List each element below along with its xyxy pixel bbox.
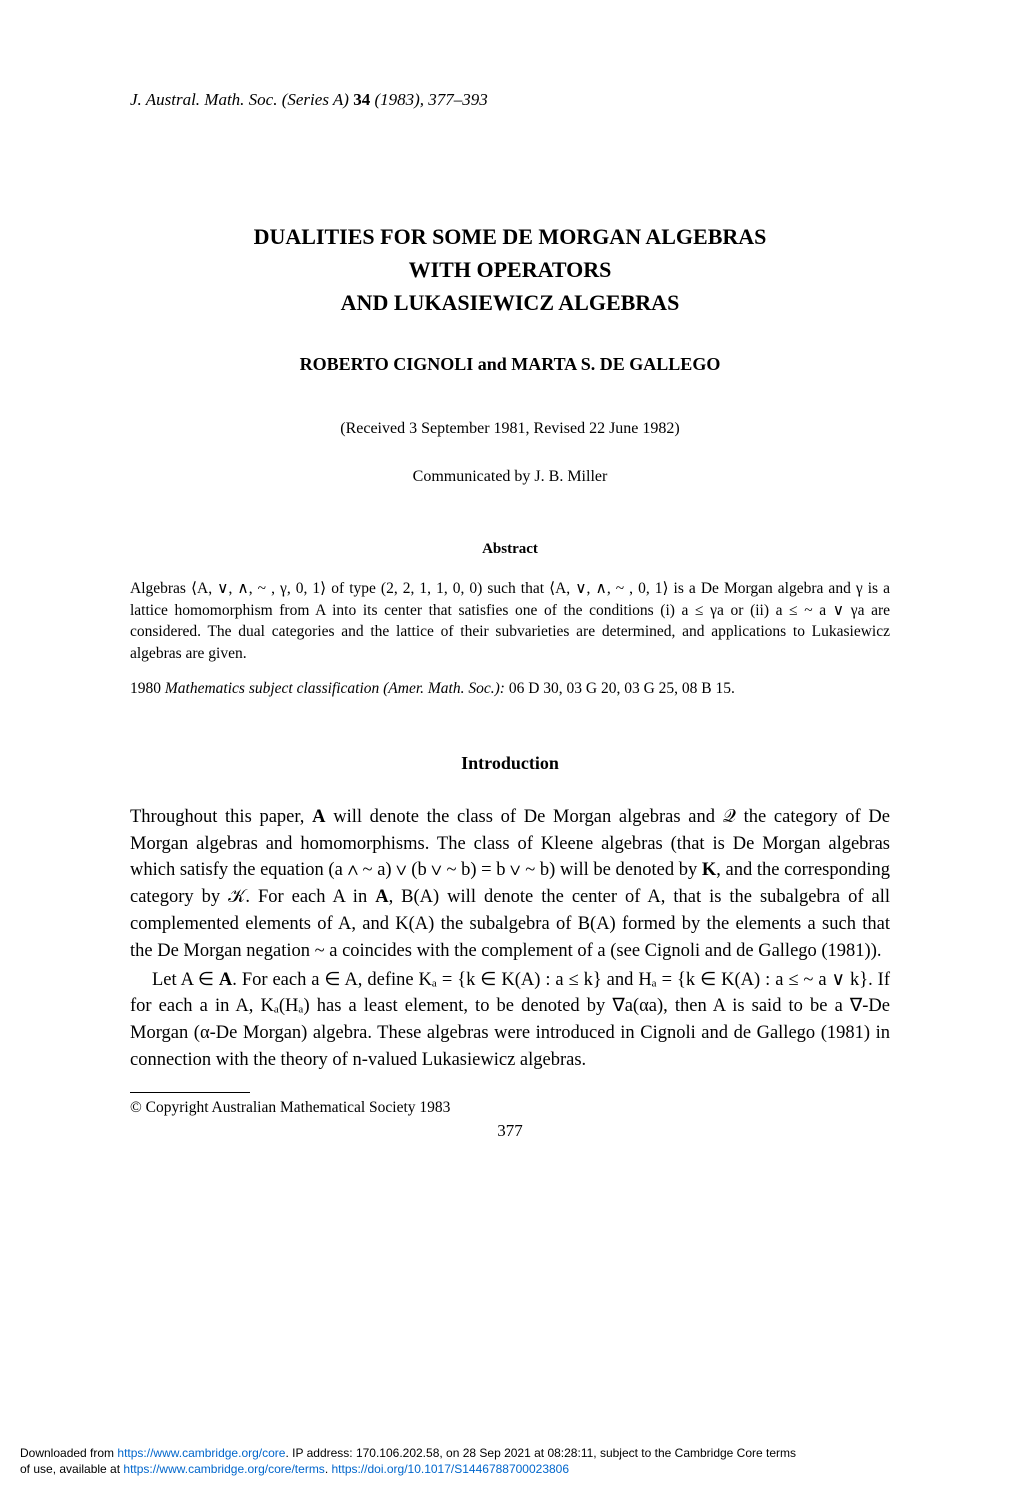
journal-year-pages: (1983), 377–393: [374, 90, 487, 109]
received-date: (Received 3 September 1981, Revised 22 J…: [130, 420, 890, 438]
abstract-heading: Abstract: [130, 541, 890, 558]
page-container: J. Austral. Math. Soc. (Series A) 34 (19…: [0, 0, 1020, 1499]
footer-link-doi[interactable]: https://doi.org/10.1017/S144678870002380…: [331, 1462, 569, 1476]
communicated-by: Communicated by J. B. Miller: [130, 468, 890, 486]
page-number: 377: [130, 1121, 890, 1141]
footer-pre1: Downloaded from: [20, 1446, 117, 1460]
msc-year: 1980: [130, 680, 161, 697]
footnote-rule: [130, 1092, 250, 1093]
journal-volume: 34: [353, 90, 370, 109]
copyright-footnote: © Copyright Australian Mathematical Soci…: [130, 1099, 890, 1117]
footer-link-terms[interactable]: https://www.cambridge.org/core/terms: [123, 1462, 324, 1476]
introduction-heading: Introduction: [130, 753, 890, 774]
msc-label: Mathematics subject classification (Amer…: [165, 680, 505, 697]
msc-classification: 1980 Mathematics subject classification …: [130, 680, 890, 698]
authors: ROBERTO CIGNOLI and MARTA S. DE GALLEGO: [130, 354, 890, 375]
intro-paragraph-2: Let A ∈ A. For each a ∈ A, define Kₐ = {…: [130, 967, 890, 1074]
footer-link-core[interactable]: https://www.cambridge.org/core: [117, 1446, 285, 1460]
journal-name: J. Austral. Math. Soc. (Series A): [130, 90, 349, 109]
journal-reference: J. Austral. Math. Soc. (Series A) 34 (19…: [130, 90, 890, 110]
para1-A: A: [312, 807, 325, 827]
para2-mid: . For each a ∈ A, define Kₐ = {k ∈ K(A) …: [130, 970, 890, 1070]
para2-pre: Let A ∈: [152, 970, 219, 990]
para1-text: Throughout this paper,: [130, 807, 312, 827]
footer-mid1: . IP address: 170.106.202.58, on 28 Sep …: [285, 1446, 796, 1460]
abstract-text: Algebras ⟨A, ∨, ∧, ~ , γ, 0, 1⟩ of type …: [130, 578, 890, 665]
download-footer: Downloaded from https://www.cambridge.or…: [20, 1445, 1000, 1477]
intro-paragraph-1: Throughout this paper, A will denote the…: [130, 804, 890, 965]
paper-title: DUALITIES FOR SOME DE MORGAN ALGEBRAS WI…: [130, 220, 890, 319]
footer-pre2: of use, available at: [20, 1462, 123, 1476]
para1-A2: A: [375, 887, 388, 907]
para1-K: K: [702, 860, 716, 880]
title-line-1: DUALITIES FOR SOME DE MORGAN ALGEBRAS: [254, 224, 767, 249]
title-line-3: AND LUKASIEWICZ ALGEBRAS: [341, 290, 680, 315]
msc-codes: 06 D 30, 03 G 20, 03 G 25, 08 B 15.: [509, 680, 735, 697]
para2-A: A: [219, 970, 232, 990]
title-line-2: WITH OPERATORS: [409, 257, 612, 282]
